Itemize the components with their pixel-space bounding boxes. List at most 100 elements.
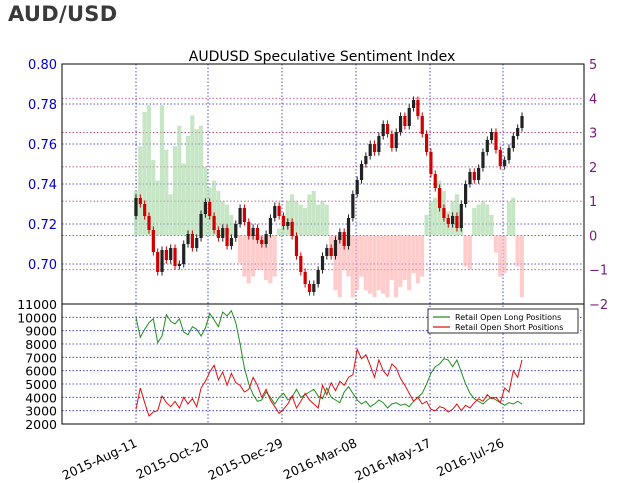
negative-sentiment-bar: [398, 235, 403, 287]
negative-sentiment-bar: [402, 235, 407, 280]
negative-sentiment-bar: [350, 235, 355, 298]
candle-up: [286, 222, 290, 226]
candle-up: [234, 224, 238, 238]
candle-up: [312, 284, 316, 292]
candle-down: [498, 150, 502, 166]
negative-sentiment-bar: [263, 235, 269, 280]
candle-down: [446, 218, 450, 224]
candle-down: [437, 188, 442, 208]
candle-down: [216, 230, 221, 238]
positive-sentiment-bar: [276, 228, 282, 236]
candle-down: [255, 228, 260, 240]
candle-down: [303, 272, 307, 284]
candle-up: [398, 116, 403, 132]
positive-sentiment-bar: [428, 201, 433, 236]
positive-sentiment-bar: [211, 180, 217, 236]
positive-sentiment-bar: [181, 163, 186, 236]
positive-sentiment-bar: [476, 204, 481, 236]
candle-up: [355, 180, 359, 194]
candle-down: [329, 248, 333, 256]
candle-down: [294, 236, 299, 256]
x-tick-label: 2015-Dec-29: [206, 435, 286, 483]
candle-up: [516, 128, 520, 136]
position-tick-label: 8000: [25, 337, 57, 352]
positive-sentiment-bar: [472, 208, 477, 236]
x-tick-label: 2015-Aug-11: [60, 435, 140, 483]
price-tick-label: 0.70: [28, 258, 57, 273]
candle-up: [221, 228, 225, 238]
negative-sentiment-bar: [493, 235, 498, 253]
price-tick-label: 0.80: [28, 58, 57, 73]
legend-label: Retail Open Short Positions: [455, 323, 563, 332]
candle-up: [338, 232, 342, 240]
candle-down: [416, 100, 420, 116]
sentiment-tick-label: 3: [589, 127, 597, 142]
chart-title: AUDUSD Speculative Sentiment Index: [189, 49, 455, 65]
negative-sentiment-bar: [355, 235, 360, 291]
negative-sentiment-bar: [346, 235, 351, 277]
candle-up: [229, 238, 234, 246]
positive-sentiment-bar: [185, 136, 190, 236]
candle-up: [134, 198, 138, 216]
negative-sentiment-bar: [502, 235, 507, 274]
candle-up: [351, 194, 355, 218]
candle-down: [281, 216, 286, 226]
positive-sentiment-bar: [285, 201, 290, 236]
negative-sentiment-bar: [359, 235, 364, 277]
positive-sentiment-bar: [489, 214, 494, 236]
negative-sentiment-bar: [368, 235, 373, 294]
candle-down: [151, 230, 155, 252]
candle-up: [503, 160, 507, 166]
position-tick-label: 7000: [25, 350, 57, 365]
candle-up: [377, 136, 381, 152]
negative-sentiment-bar: [411, 235, 416, 274]
candle-up: [169, 248, 173, 260]
positive-sentiment-bar: [142, 112, 147, 236]
negative-sentiment-bar: [242, 235, 247, 277]
candle-down: [433, 174, 437, 188]
candle-down: [190, 234, 194, 248]
candle-down: [372, 144, 377, 152]
sentiment-tick-label: 0: [589, 229, 597, 244]
candle-up: [459, 204, 463, 228]
candle-down: [277, 206, 281, 216]
position-tick-label: 2000: [25, 417, 57, 432]
candle-down: [147, 216, 151, 230]
positive-sentiment-bar: [168, 194, 173, 236]
negative-sentiment-bar: [259, 235, 264, 270]
sentiment-tick-label: −1: [589, 264, 608, 279]
positive-sentiment-bar: [289, 194, 295, 236]
positive-sentiment-bar: [194, 129, 199, 236]
candle-up: [268, 218, 273, 234]
candle-down: [342, 232, 346, 246]
candle-down: [143, 204, 147, 216]
positive-sentiment-bar: [511, 197, 516, 236]
positive-sentiment-bar: [324, 204, 329, 236]
candle-up: [490, 132, 494, 140]
x-tick-label: 2015-Oct-20: [134, 435, 212, 482]
sentiment-tick-label: 4: [589, 92, 597, 107]
candle-up: [177, 264, 181, 266]
candle-down: [247, 222, 251, 236]
position-tick-label: 5000: [25, 377, 57, 392]
candle-down: [164, 250, 168, 260]
negative-sentiment-bar: [463, 235, 468, 267]
negative-sentiment-bar: [237, 235, 243, 263]
candle-up: [346, 218, 351, 246]
candle-up: [320, 256, 325, 270]
positive-sentiment-bar: [480, 201, 485, 236]
x-tick-label: 2016-Jul-26: [434, 435, 506, 479]
positive-sentiment-bar: [229, 214, 234, 236]
positive-sentiment-bar: [307, 194, 312, 236]
candle-down: [242, 208, 247, 222]
positive-sentiment-bar: [433, 197, 438, 236]
candle-down: [455, 216, 459, 228]
candle-down: [420, 116, 424, 134]
candle-up: [186, 234, 190, 244]
x-tick-label: 2016-Mar-08: [281, 435, 359, 482]
positive-sentiment-bar: [164, 149, 169, 236]
x-tick-label: 2016-May-17: [352, 435, 433, 483]
candle-up: [364, 156, 368, 164]
candle-up: [325, 248, 329, 256]
